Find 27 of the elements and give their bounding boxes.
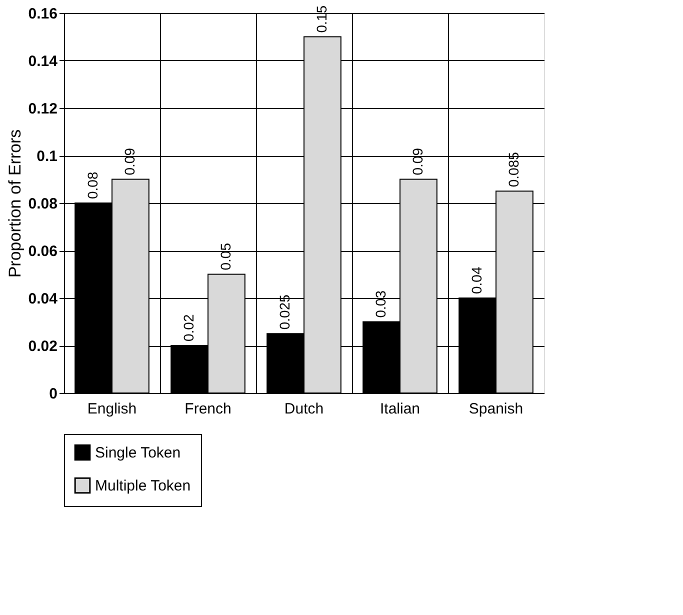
y-axis-title: Proportion of Errors xyxy=(5,129,24,278)
y-tick-label: 0.06 xyxy=(28,243,58,260)
data-label: 0.05 xyxy=(217,242,234,270)
y-tick-label: 0.14 xyxy=(28,53,58,70)
x-tick-label: Italian xyxy=(380,400,420,418)
y-tick-label: 0.02 xyxy=(28,338,58,355)
data-label: 0.085 xyxy=(505,152,522,188)
y-tick-label: 0.16 xyxy=(28,6,58,22)
y-tick-label: 0.04 xyxy=(28,290,58,308)
x-tick-label: French xyxy=(184,400,232,418)
data-label: 0.025 xyxy=(276,294,293,330)
data-label: 0.09 xyxy=(121,148,138,176)
data-label: 0.03 xyxy=(372,290,389,318)
y-tick-label: 0 xyxy=(49,386,58,402)
data-label: 0.02 xyxy=(180,314,197,342)
legend-label: Multiple Token xyxy=(95,478,191,494)
legend-label: Single Token xyxy=(95,444,181,462)
y-tick-label: 0.08 xyxy=(28,196,58,212)
x-tick-label: Dutch xyxy=(284,400,324,418)
data-label: 0.04 xyxy=(468,266,485,294)
data-label: 0.09 xyxy=(409,148,426,176)
y-tick-label: 0.12 xyxy=(28,100,58,118)
data-label: 0.15 xyxy=(313,5,330,33)
x-tick-label: Spanish xyxy=(468,400,524,418)
y-tick-label: 0.1 xyxy=(36,148,58,165)
data-label: 0.08 xyxy=(84,172,101,199)
x-tick-label: English xyxy=(87,400,137,418)
